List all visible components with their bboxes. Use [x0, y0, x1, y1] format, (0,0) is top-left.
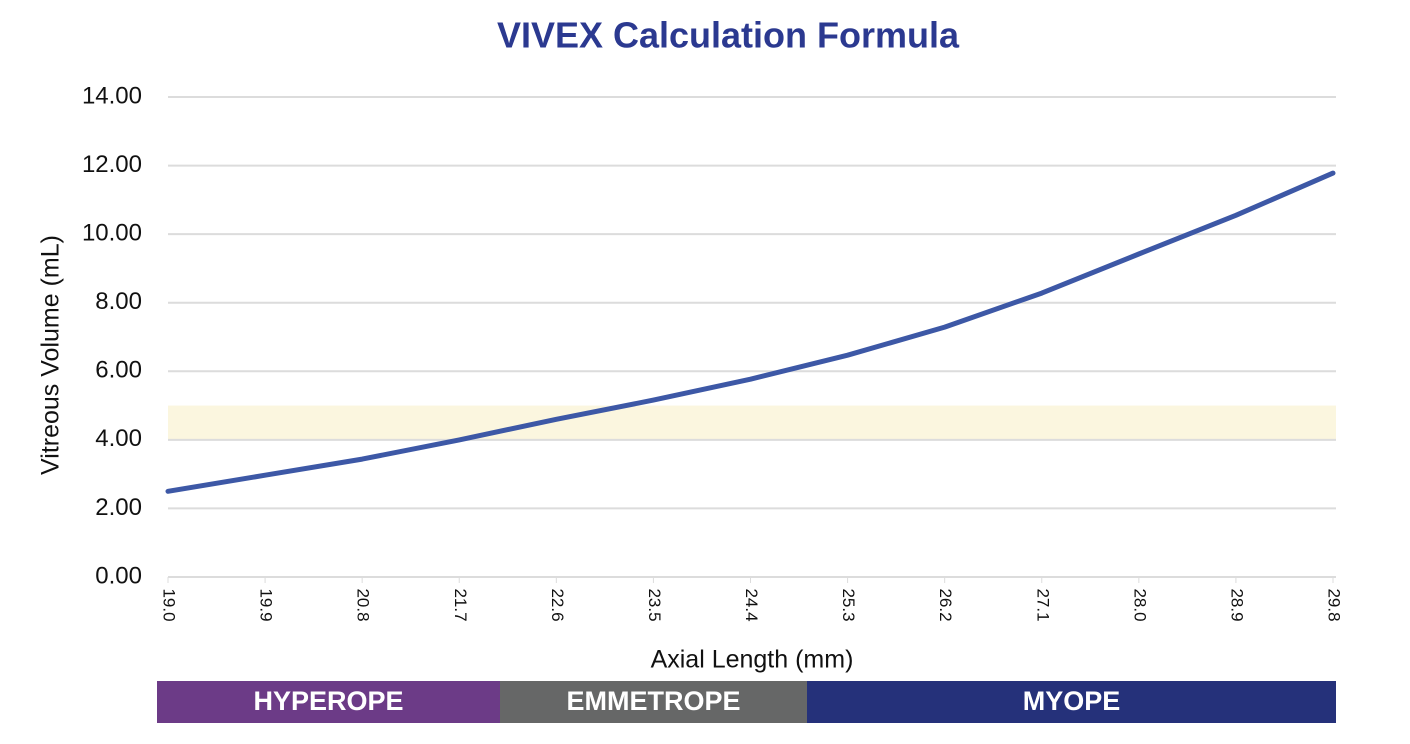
x-tick-label: 29.8	[1325, 588, 1344, 621]
y-tick-label: 6.00	[95, 357, 142, 384]
chart-title: VIVEX Calculation Formula	[497, 15, 960, 56]
x-tick-label: 19.9	[257, 588, 276, 621]
x-tick-label: 26.2	[936, 588, 955, 621]
refraction-strip: HYPEROPE EMMETROPE MYOPE	[157, 681, 1336, 723]
strip-label: HYPEROPE	[253, 686, 403, 716]
y-tick-label: 0.00	[95, 562, 142, 589]
strip-segment	[807, 681, 1336, 723]
y-tick-label: 10.00	[82, 219, 142, 246]
normal-range-band	[168, 405, 1336, 440]
y-tick-label: 12.00	[82, 151, 142, 178]
y-axis-title: Vitreous Volume (mL)	[37, 235, 65, 475]
x-tick-label: 28.0	[1130, 588, 1149, 621]
strip-label: EMMETROPE	[566, 686, 740, 716]
x-tick-label: 28.9	[1227, 588, 1246, 621]
x-tick-label: 19.0	[160, 588, 179, 621]
x-tick-label: 27.1	[1033, 588, 1052, 621]
x-tick-label: 22.6	[548, 588, 567, 621]
x-axis-title: Axial Length (mm)	[651, 646, 854, 674]
y-tick-label: 14.00	[82, 82, 142, 109]
y-tick-label: 8.00	[95, 288, 142, 315]
strip-segment	[500, 681, 807, 723]
x-tick-label: 23.5	[645, 588, 664, 621]
data-line	[165, 170, 1336, 494]
y-tick-label: 2.00	[95, 494, 142, 521]
x-tick-label: 20.8	[354, 588, 373, 621]
y-tick-label: 4.00	[95, 425, 142, 452]
strip-segment	[157, 681, 500, 723]
x-tick-label: 21.7	[451, 588, 470, 621]
strip-label: MYOPE	[1023, 686, 1121, 716]
x-tick-label: 24.4	[742, 588, 761, 621]
x-tick-label: 25.3	[839, 588, 858, 621]
